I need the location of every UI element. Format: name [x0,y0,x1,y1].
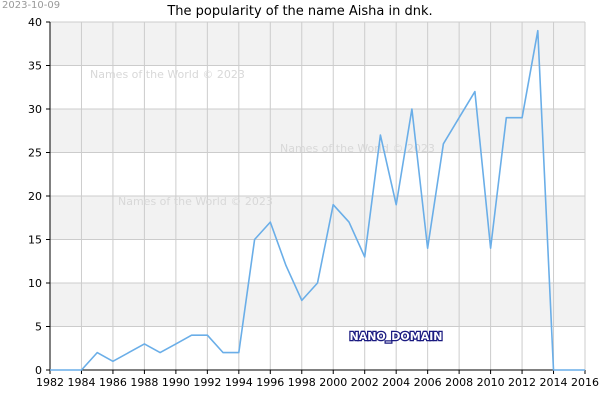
x-tick-label: 2010 [477,376,505,389]
x-tick-label: 1994 [225,376,253,389]
x-tick-label: 2000 [319,376,347,389]
x-tick-label: 2014 [540,376,568,389]
y-tick-label: 35 [28,60,42,73]
x-tick-label: 1992 [193,376,221,389]
watermark-text: Names of the World © 2023 [90,68,245,81]
chart-title: The popularity of the name Aisha in dnk. [166,4,432,19]
x-tick-label: 2004 [382,376,410,389]
x-tick-label: 2006 [414,376,442,389]
y-tick-label: 30 [28,103,42,116]
y-tick-label: 25 [28,147,42,160]
series-line [50,29,585,371]
date-stamp: 2023-10-09 [2,0,60,11]
x-tick-label: 1986 [99,376,127,389]
x-tick-label: 1996 [256,376,284,389]
x-tick-label: 2012 [508,376,536,389]
y-tick-label: 0 [35,364,42,377]
x-tick-label: 2016 [571,376,599,389]
y-tick-label: 15 [28,234,42,247]
plot-band [50,109,585,153]
watermark-text: Names of the World © 2023 [118,195,273,208]
x-tick-label: 1990 [162,376,190,389]
watermark-text: Names of the World © 2023 [280,142,435,155]
y-tick-label: 20 [28,190,42,203]
x-tick-labels: 1982 1984 1986 1988 1990 1992 1994 1996 1998 2000… [36,376,599,389]
x-tick-label: 1998 [288,376,316,389]
x-tick-label: 1988 [130,376,158,389]
nano-domain-badge: NANO_DOMAIN [349,330,442,343]
watermarks: Names of the World © 2023 Names of the Wo… [90,68,435,208]
y-tick-label: 5 [35,321,42,334]
y-tick-label: 10 [28,277,42,290]
axes [46,21,586,374]
x-tick-label: 1982 [36,376,64,389]
series-lines [50,29,585,371]
plot-band [50,22,585,66]
x-tick-label: 1984 [67,376,95,389]
x-tick-label: 2002 [351,376,379,389]
x-tick-label: 2008 [445,376,473,389]
plot-band [50,283,585,327]
y-tick-label: 40 [28,16,42,29]
y-tick-labels: 0 5 10 15 20 25 30 35 40 [28,16,42,377]
